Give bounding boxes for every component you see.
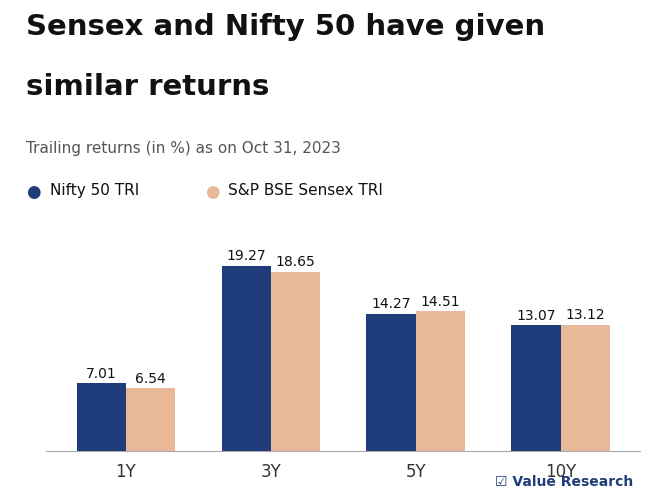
Text: S&P BSE Sensex TRI: S&P BSE Sensex TRI (228, 183, 383, 198)
Bar (222, 266, 271, 451)
Text: ●: ● (205, 183, 219, 201)
Text: Trailing returns (in %) as on Oct 31, 2023: Trailing returns (in %) as on Oct 31, 20… (26, 140, 341, 155)
Text: 6.54: 6.54 (135, 371, 166, 385)
Text: similar returns: similar returns (26, 73, 270, 101)
Text: 13.12: 13.12 (566, 308, 605, 322)
Text: 14.27: 14.27 (372, 297, 411, 311)
Bar (271, 272, 320, 451)
Bar (126, 388, 175, 451)
Text: ☑ Value Research: ☑ Value Research (496, 474, 634, 488)
Text: 19.27: 19.27 (226, 249, 266, 263)
Text: 13.07: 13.07 (516, 308, 556, 322)
Text: Sensex and Nifty 50 have given: Sensex and Nifty 50 have given (26, 13, 546, 41)
Bar (560, 325, 610, 451)
Text: ●: ● (26, 183, 41, 201)
Text: 7.01: 7.01 (86, 366, 117, 380)
Bar (77, 384, 126, 451)
Text: 18.65: 18.65 (275, 255, 315, 269)
Text: 14.51: 14.51 (420, 295, 460, 309)
Bar (416, 312, 465, 451)
Bar (512, 326, 560, 451)
Text: Nifty 50 TRI: Nifty 50 TRI (50, 183, 139, 198)
Bar (366, 314, 416, 451)
